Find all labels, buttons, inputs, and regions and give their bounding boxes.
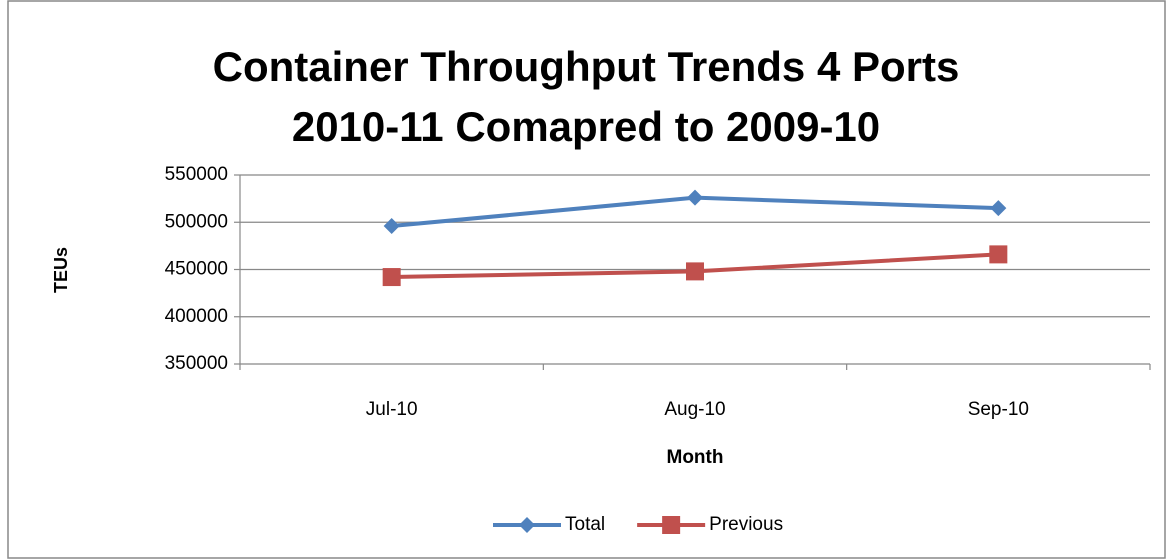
y-tick-label: 500000	[165, 211, 228, 232]
y-axis-label: TEUs	[51, 247, 71, 293]
legend-label: Previous	[709, 514, 783, 535]
y-tick-label: 400000	[165, 306, 228, 327]
data-point	[382, 268, 401, 287]
x-tick-label: Jul-10	[366, 399, 418, 420]
y-tick-label: 350000	[165, 353, 228, 374]
data-point	[990, 200, 1007, 217]
x-axis-label: Month	[667, 447, 724, 468]
data-point	[989, 245, 1008, 264]
data-point	[687, 189, 703, 206]
legend-label: Total	[565, 514, 605, 535]
chart-title: 2010-11 Comapred to 2009-10	[292, 103, 880, 150]
chart-title: Container Throughput Trends 4 Ports	[213, 43, 960, 90]
y-tick-label: 450000	[165, 259, 228, 280]
data-point	[686, 262, 704, 281]
chart-border	[7, 0, 1166, 559]
legend-marker	[519, 517, 535, 533]
x-tick-label: Sep-10	[968, 399, 1029, 420]
data-point	[383, 218, 400, 235]
legend-marker	[662, 516, 681, 534]
y-tick-label: 550000	[165, 164, 228, 185]
x-tick-label: Aug-10	[664, 399, 725, 420]
